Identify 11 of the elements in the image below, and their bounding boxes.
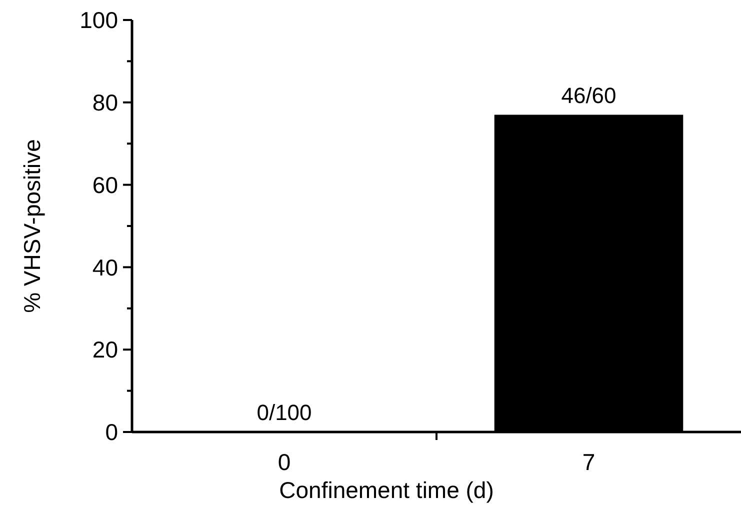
data-label: 0/100	[256, 400, 312, 425]
y-tick-label: 60	[92, 172, 118, 198]
y-tick-label: 100	[80, 7, 118, 34]
x-tick-label: 7	[582, 449, 596, 475]
y-tick-label: 80	[92, 89, 118, 116]
y-tick-label: 0	[105, 419, 118, 446]
y-tick-label: 20	[92, 336, 118, 363]
y-tick-label: 40	[92, 254, 118, 280]
x-axis-title: Confinement time (d)	[279, 477, 494, 503]
y-axis-title: % VHSV-positive	[19, 139, 45, 313]
data-label: 46/60	[561, 82, 616, 108]
